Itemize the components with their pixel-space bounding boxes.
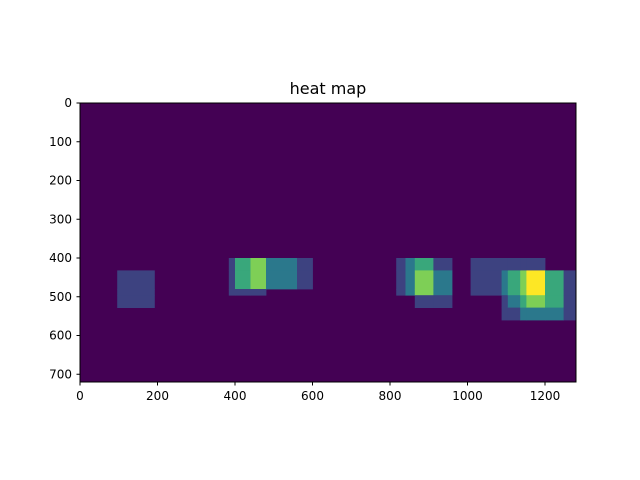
- heatmap-cell: [507, 258, 521, 271]
- heatmap-cell: [433, 295, 453, 308]
- heatmap-cell: [228, 289, 236, 296]
- heatmap-cell: [520, 289, 527, 296]
- heatmap-cell: [117, 289, 155, 296]
- x-tick-label: 400: [224, 389, 247, 403]
- heatmap-cell: [250, 270, 267, 290]
- heatmap-cell: [501, 289, 509, 296]
- heatmap-cell: [266, 270, 298, 290]
- heatmap-cell: [520, 258, 527, 271]
- heatmap-cell: [405, 258, 416, 271]
- chart-title: heat map: [290, 79, 367, 98]
- y-tick-label: 0: [64, 96, 72, 110]
- heatmap-cell: [507, 289, 521, 296]
- y-tick-label: 300: [49, 212, 72, 226]
- heatmap-cell: [235, 258, 251, 271]
- heatmap-cell: [470, 270, 502, 290]
- heatmap-cell: [507, 295, 521, 308]
- heatmap-cell: [117, 295, 155, 308]
- heatmap-cell: [117, 270, 155, 290]
- heatmap-cell: [297, 270, 313, 290]
- y-tick-label: 500: [49, 290, 72, 304]
- heatmap-cell: [526, 295, 546, 308]
- x-axis: 0 200 400 600 800 1000 1200: [76, 382, 560, 403]
- heatmap-cell: [235, 289, 251, 296]
- y-axis: 0 100 200 300 400 500 600 700: [49, 96, 80, 381]
- heatmap-cell: [396, 289, 406, 296]
- heatmap-background: [80, 103, 576, 382]
- heatmap-cell: [228, 258, 236, 271]
- heatmap-cell: [545, 295, 564, 308]
- heatmap-cell: [526, 307, 546, 321]
- heatmap-cell: [563, 270, 577, 290]
- heatmap-cell: [266, 258, 298, 271]
- y-tick-label: 600: [49, 329, 72, 343]
- y-tick-label: 400: [49, 251, 72, 265]
- heatmap-cell: [414, 295, 434, 308]
- heatmap-cell: [520, 307, 527, 321]
- x-tick-label: 600: [301, 389, 324, 403]
- heatmap-cell: [470, 289, 502, 296]
- heatmap-cell: [526, 258, 546, 271]
- heatmap-cell: [396, 270, 406, 290]
- heatmap-cell: [563, 295, 577, 308]
- plot-area: [79, 102, 577, 383]
- heatmap-cell: [501, 258, 509, 271]
- heatmap-cell: [470, 258, 502, 271]
- x-tick-label: 0: [76, 389, 84, 403]
- heatmap-cell: [405, 289, 416, 296]
- heatmap-cell: [414, 270, 434, 290]
- heatmap-cell: [228, 270, 236, 290]
- heatmap-cell: [396, 258, 406, 271]
- x-tick-label: 800: [379, 389, 402, 403]
- heatmap-cell: [563, 307, 577, 321]
- heatmap-cell: [433, 270, 453, 290]
- x-tick-label: 1200: [530, 389, 561, 403]
- heatmap-cell: [545, 289, 564, 296]
- y-tick-label: 700: [49, 367, 72, 381]
- heatmap-cell: [501, 307, 509, 321]
- heatmap-cell: [545, 270, 564, 290]
- heatmap-cell: [520, 270, 527, 290]
- y-tick-label: 100: [49, 135, 72, 149]
- heatmap-cell: [433, 258, 453, 271]
- heatmap-cell: [501, 295, 509, 308]
- heatmap-cell: [414, 289, 434, 296]
- heatmap-cell: [414, 258, 434, 271]
- x-tick-label: 1000: [452, 389, 483, 403]
- heatmap-cell: [507, 270, 521, 290]
- plot-frame: [79, 102, 577, 383]
- heatmap-cell: [501, 270, 509, 290]
- heatmap-cell: [235, 270, 251, 290]
- heatmap-cell: [250, 289, 267, 296]
- heatmap-cell: [297, 258, 313, 271]
- y-tick-label: 200: [49, 174, 72, 188]
- heatmap-cell: [250, 258, 267, 271]
- heatmap-cell: [405, 270, 416, 290]
- x-tick-label: 200: [146, 389, 169, 403]
- heatmap-cell: [433, 289, 453, 296]
- heatmap-cell: [526, 289, 546, 296]
- heatmap-cell: [520, 295, 527, 308]
- heatmap-cell: [545, 307, 564, 321]
- heatmap-cell: [526, 270, 546, 290]
- heatmap-cell: [563, 289, 577, 296]
- heatmap-cell: [507, 307, 521, 321]
